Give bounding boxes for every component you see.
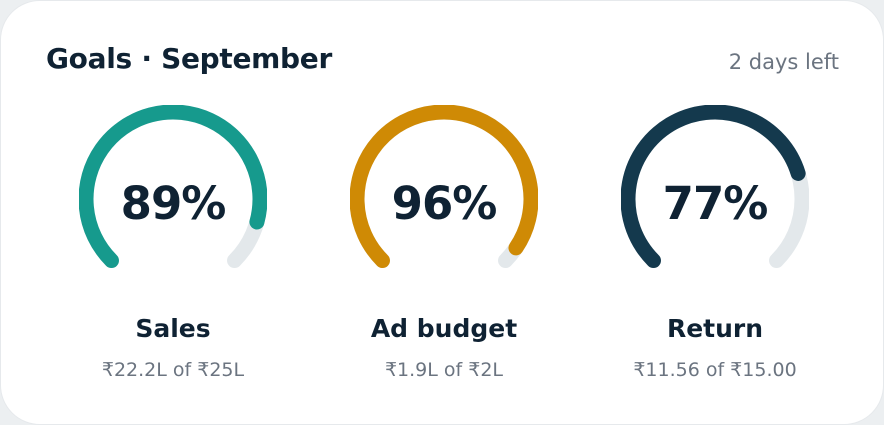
return-label: Return — [666, 314, 764, 343]
return-progress-ring — [621, 105, 809, 269]
return-ring-fill — [621, 105, 806, 269]
goal-gauge-sales: 89% Sales ₹22.2L of ₹25L — [63, 105, 283, 395]
return-percent: 77% — [662, 177, 769, 230]
card-title: Goals · September — [46, 42, 333, 75]
sales-percent: 89% — [120, 177, 227, 230]
sales-progress-ring — [79, 105, 267, 269]
return-detail: ₹11.56 of ₹15.00 — [633, 359, 797, 381]
days-left-label: 2 days left — [728, 50, 839, 74]
sales-ring-fill — [79, 105, 267, 269]
ad-budget-progress-ring — [350, 105, 538, 269]
goal-gauge-ad-budget: 96% Ad budget ₹1.9L of ₹2L — [334, 105, 554, 395]
sales-label: Sales — [135, 314, 211, 343]
goal-gauge-return: 77% Return ₹11.56 of ₹15.00 — [605, 105, 825, 395]
ad-budget-ring-fill — [350, 105, 538, 269]
sales-detail: ₹22.2L of ₹25L — [101, 359, 245, 381]
ad-budget-label: Ad budget — [370, 314, 518, 343]
ad-budget-percent: 96% — [391, 177, 498, 230]
ad-budget-detail: ₹1.9L of ₹2L — [384, 359, 504, 381]
